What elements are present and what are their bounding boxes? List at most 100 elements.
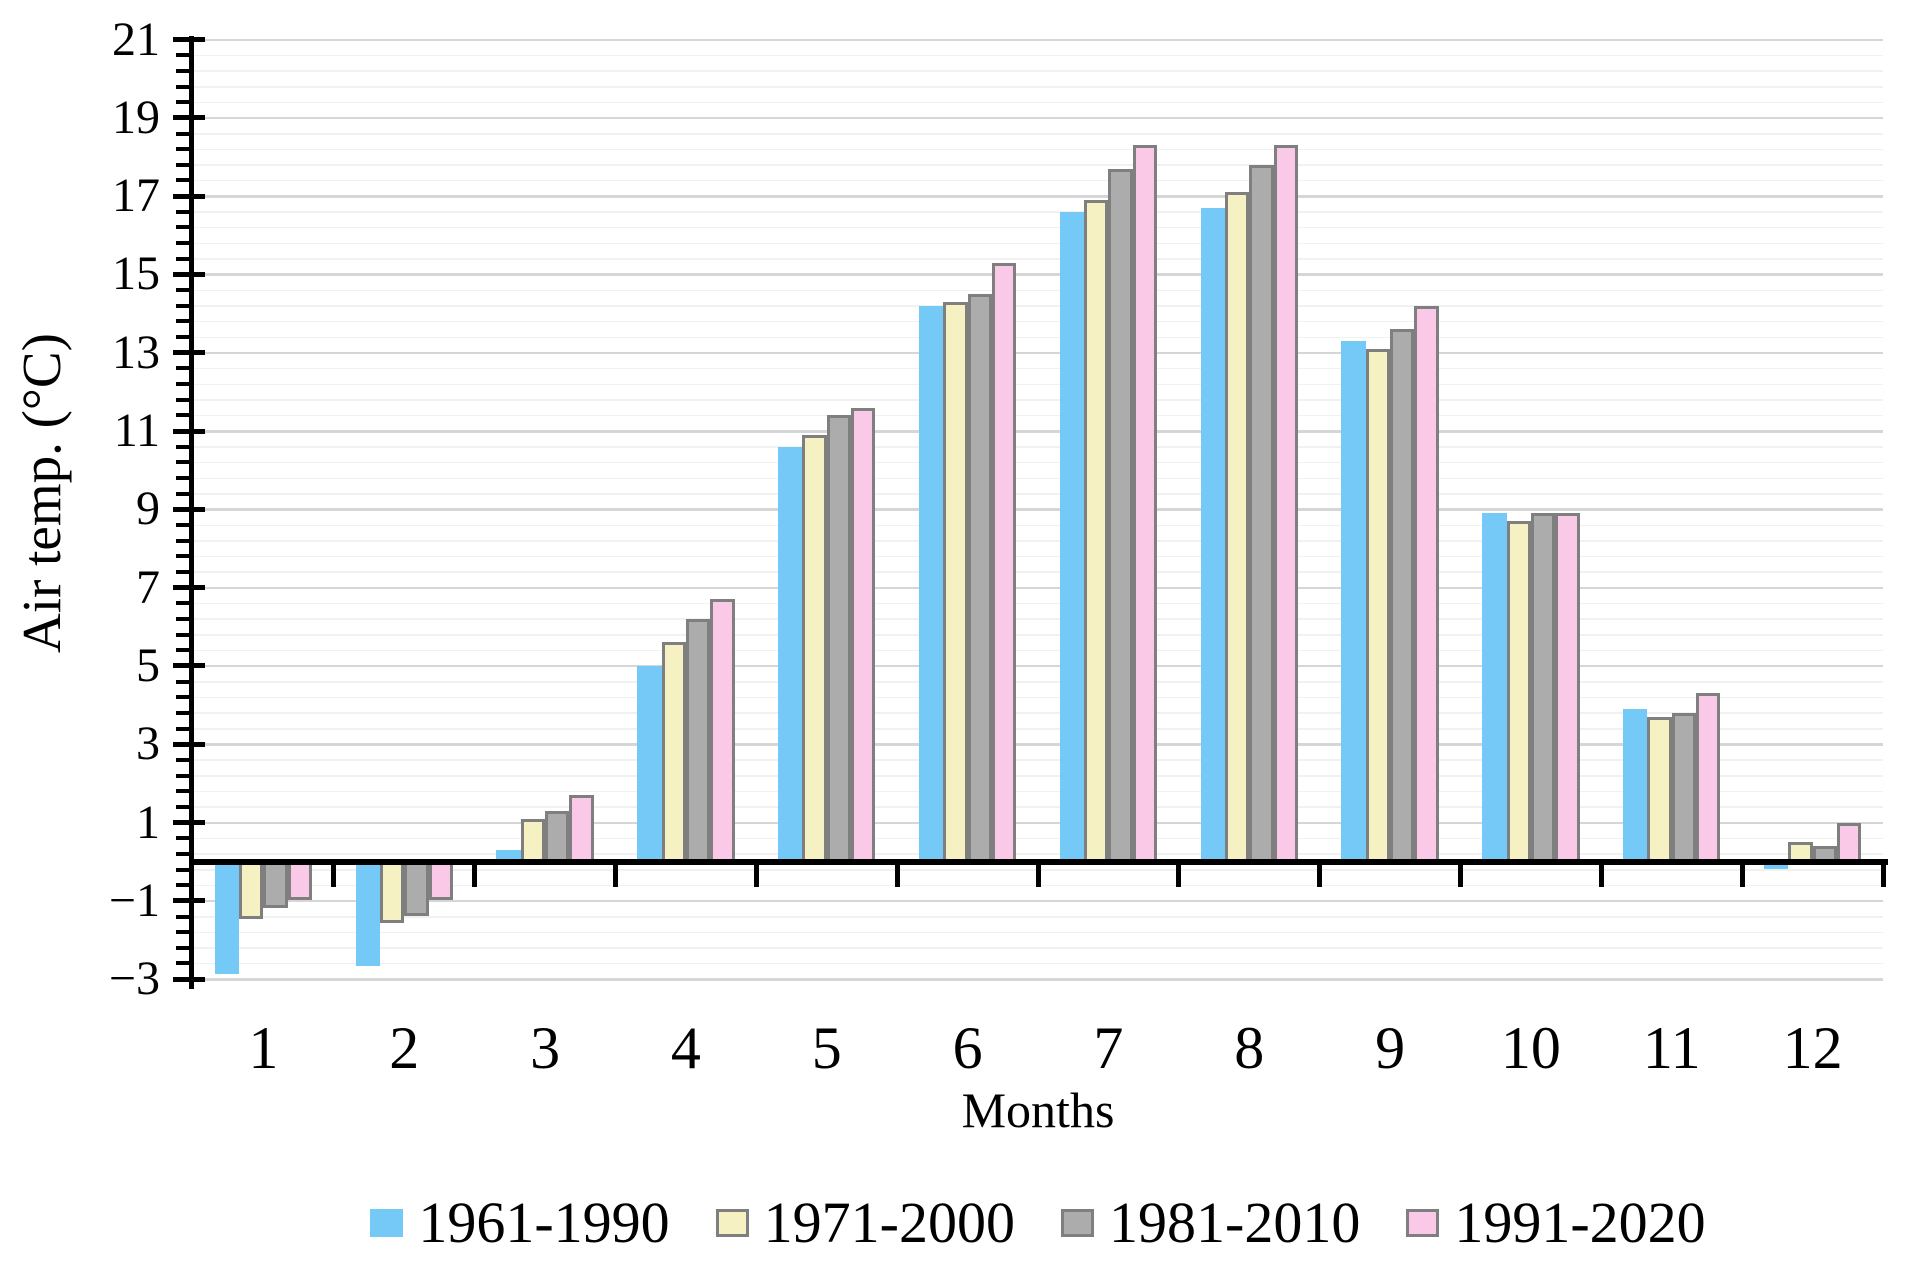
y-minor-tick [176, 256, 193, 261]
y-major-tick [173, 115, 205, 121]
major-gridline [193, 508, 1883, 511]
y-tick-label: 7 [136, 560, 160, 614]
y-minor-tick [176, 366, 193, 371]
x-tick-label: 4 [670, 1015, 701, 1081]
minor-gridline [193, 461, 1883, 464]
major-gridline [193, 978, 1883, 981]
minor-gridline [193, 477, 1883, 480]
y-minor-tick [176, 444, 193, 449]
y-major-tick [173, 585, 205, 591]
minor-gridline [193, 258, 1883, 260]
y-minor-tick [176, 382, 193, 387]
major-gridline [193, 743, 1883, 746]
x-category-tick [331, 862, 337, 887]
legend-swatch-icon [370, 1209, 404, 1237]
y-minor-tick [176, 648, 193, 653]
bar-month1-1961-1990 [214, 861, 240, 975]
minor-gridline [193, 916, 1883, 918]
y-minor-tick [176, 616, 193, 621]
minor-gridline [193, 618, 1883, 620]
y-tick-label: 5 [136, 638, 160, 692]
y-major-tick [173, 37, 205, 43]
x-category-tick [1598, 862, 1604, 887]
legend: 1961-1990 1971-2000 1981-2010 1991-2020 [193, 1188, 1883, 1258]
bar-month8-1981-2010 [1249, 164, 1274, 865]
minor-gridline [193, 493, 1883, 495]
y-tick-label: 11 [113, 404, 160, 458]
y-minor-tick [176, 319, 193, 324]
bar-month10-1981-2010 [1530, 513, 1556, 865]
bar-month9-1981-2010 [1390, 329, 1415, 865]
minor-gridline [193, 383, 1883, 386]
x-tick-label: 8 [1234, 1015, 1265, 1081]
y-minor-tick [176, 961, 193, 966]
y-major-tick [173, 506, 205, 512]
major-gridline [193, 664, 1883, 668]
minor-gridline [193, 806, 1883, 808]
minor-gridline [193, 367, 1883, 370]
bar-month10-1971-2000 [1506, 521, 1531, 865]
y-minor-tick [176, 397, 193, 402]
y-minor-tick [176, 554, 193, 559]
y-minor-tick [176, 131, 193, 136]
bar-month12-1961-1990 [1763, 861, 1789, 869]
y-major-tick [173, 741, 205, 747]
bar-month8-1971-2000 [1224, 192, 1250, 865]
x-tick-label: 3 [530, 1015, 561, 1081]
y-tick-label: 1 [136, 795, 160, 849]
legend-item-1981-2010: 1981-2010 [1061, 1192, 1360, 1254]
bar-month7-1991-2020 [1132, 145, 1157, 865]
y-minor-tick [176, 162, 193, 167]
bar-month1-1971-2000 [239, 861, 264, 920]
y-minor-tick [176, 413, 193, 418]
x-category-tick [1880, 862, 1886, 887]
y-minor-tick [176, 209, 193, 214]
y-major-tick [173, 820, 205, 826]
bar-month1-1991-2020 [287, 861, 312, 900]
bar-month4-1981-2010 [685, 618, 711, 865]
major-gridline [193, 195, 1883, 198]
minor-gridline [193, 54, 1883, 57]
bar-month11-1981-2010 [1671, 712, 1697, 865]
minor-gridline [193, 775, 1883, 777]
x-tick-label: 1 [248, 1015, 279, 1081]
x-category-tick [753, 862, 759, 887]
minor-gridline [193, 947, 1883, 949]
minor-gridline [193, 70, 1883, 72]
y-minor-tick [176, 100, 193, 105]
y-tick-label: 19 [112, 90, 160, 144]
legend-label: 1991-2020 [1454, 1190, 1706, 1255]
x-axis-title: Months [961, 1082, 1115, 1138]
bar-month6-1991-2020 [991, 262, 1017, 865]
minor-gridline [193, 853, 1883, 855]
bar-month7-1961-1990 [1059, 211, 1085, 865]
bar-month10-1961-1990 [1482, 513, 1507, 865]
major-gridline [193, 38, 1883, 42]
y-minor-tick [176, 726, 193, 731]
minor-gridline [193, 164, 1883, 166]
y-minor-tick [176, 757, 193, 762]
y-minor-tick [176, 945, 193, 950]
y-tick-label: 9 [136, 482, 160, 536]
minor-gridline [193, 681, 1883, 683]
minor-gridline [193, 759, 1883, 761]
y-minor-tick [176, 68, 193, 73]
bar-month4-1991-2020 [710, 599, 735, 865]
major-gridline [193, 116, 1883, 120]
legend-label: 1961-1990 [418, 1190, 670, 1255]
minor-gridline [193, 837, 1883, 840]
bar-month11-1991-2020 [1696, 693, 1721, 865]
y-minor-tick [176, 804, 193, 809]
y-minor-tick [176, 710, 193, 715]
bar-month3-1981-2010 [545, 810, 570, 865]
bar-month10-1991-2020 [1555, 513, 1580, 865]
y-tick-label: 3 [136, 717, 160, 771]
bar-month4-1961-1990 [637, 665, 662, 865]
minor-gridline [193, 101, 1883, 104]
bar-month5-1981-2010 [826, 415, 852, 865]
minor-gridline [193, 790, 1883, 793]
y-minor-tick [176, 335, 193, 340]
bar-month1-1981-2010 [263, 861, 288, 908]
major-gridline [193, 273, 1883, 276]
